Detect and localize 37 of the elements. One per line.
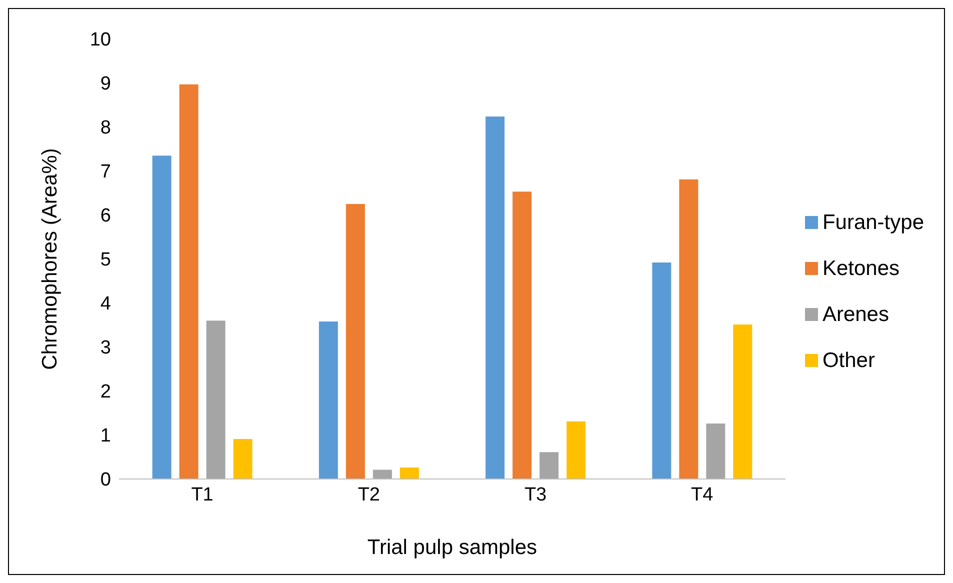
x-axis-title: Trial pulp samples xyxy=(367,536,538,559)
y-tick-label: 3 xyxy=(100,338,111,359)
y-tick-label: 9 xyxy=(100,74,111,95)
bar xyxy=(318,321,338,479)
y-tick-label: 4 xyxy=(100,294,112,315)
y-axis-title: Chromophores (Area%) xyxy=(38,148,62,370)
y-tick-label: 5 xyxy=(100,250,111,271)
bar xyxy=(152,156,172,479)
bar xyxy=(512,192,532,479)
bar xyxy=(206,320,226,479)
y-tick-label: 7 xyxy=(100,162,111,183)
legend-label: Other xyxy=(822,348,875,372)
bar xyxy=(706,424,726,479)
x-tick-label: T1 xyxy=(191,484,214,506)
y-tick-label: 8 xyxy=(100,118,111,139)
x-tick-label: T3 xyxy=(524,484,547,506)
legend-label: Ketones xyxy=(822,256,900,280)
bar xyxy=(400,468,419,479)
legend-label: Arenes xyxy=(822,302,889,326)
bar xyxy=(566,421,586,479)
bar xyxy=(372,470,392,479)
bar xyxy=(540,452,559,479)
bar xyxy=(179,84,198,479)
y-tick-label: 0 xyxy=(100,470,111,491)
x-tick-label: T4 xyxy=(691,484,714,506)
y-tick-label: 10 xyxy=(90,30,111,51)
bar xyxy=(733,324,752,479)
y-tick-label: 2 xyxy=(100,382,111,403)
bar xyxy=(679,179,698,479)
bar xyxy=(486,116,505,479)
y-tick-label: 1 xyxy=(100,426,111,447)
x-tick-label: T2 xyxy=(358,484,380,506)
bar xyxy=(233,438,252,479)
bar xyxy=(346,204,365,479)
y-tick-label: 6 xyxy=(100,206,111,227)
legend-label: Furan-type xyxy=(822,210,924,234)
bar xyxy=(652,262,672,479)
